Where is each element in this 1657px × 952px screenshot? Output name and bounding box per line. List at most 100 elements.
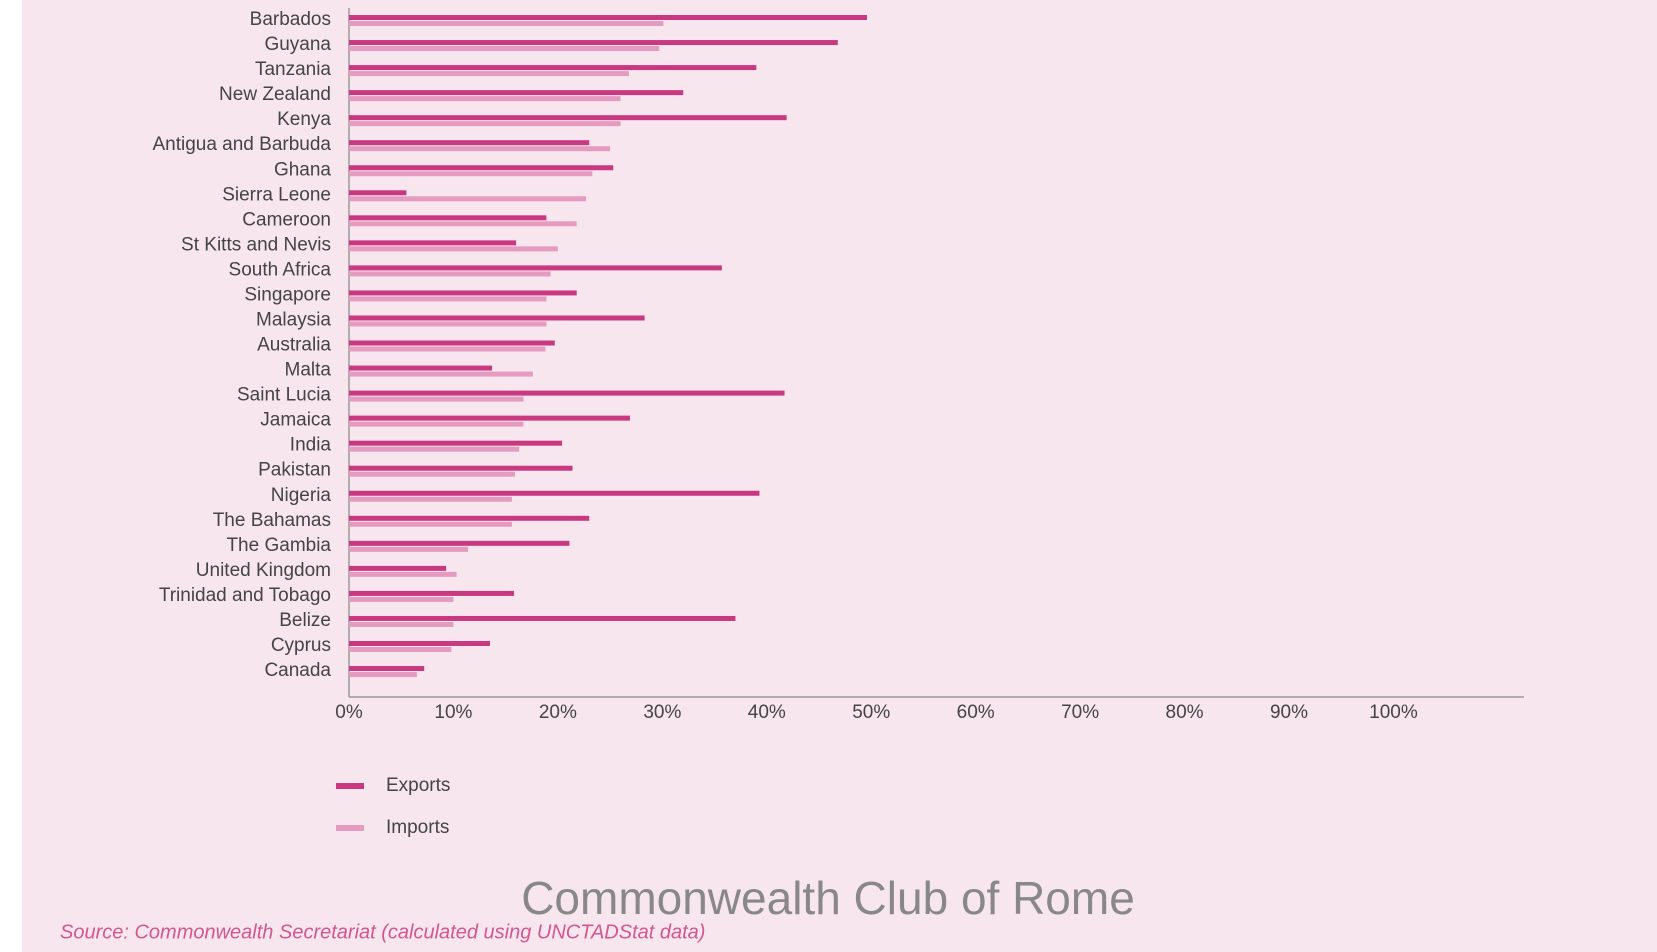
bar — [349, 666, 425, 672]
bar — [349, 340, 555, 346]
legend-label: Exports — [386, 775, 450, 796]
y-tick-label: Trinidad and Tobago — [159, 585, 331, 606]
bar — [349, 90, 684, 96]
bar — [349, 621, 454, 627]
y-tick-label: Pakistan — [258, 460, 331, 481]
bar — [349, 471, 516, 477]
y-tick-label: Sierra Leone — [222, 184, 331, 205]
x-tick-label: 80% — [1166, 702, 1204, 723]
x-tick-label: 10% — [434, 702, 472, 723]
x-tick-label: 50% — [852, 702, 890, 723]
bar — [349, 196, 587, 202]
bar — [349, 246, 558, 252]
y-tick-label: Guyana — [264, 34, 331, 55]
bar — [349, 21, 664, 26]
bar — [349, 221, 577, 227]
y-tick-label: Barbados — [250, 9, 331, 30]
bar — [349, 65, 757, 71]
x-tick-label: 0% — [335, 702, 363, 723]
bar — [349, 215, 547, 221]
bar — [349, 240, 517, 246]
y-tick-label: Nigeria — [271, 485, 332, 506]
bar — [349, 615, 736, 621]
bar — [349, 515, 590, 521]
bar — [349, 290, 577, 296]
y-tick-label: Kenya — [277, 109, 331, 130]
source: Source: Commonwealth Secretariat (calcul… — [60, 921, 705, 943]
bar — [349, 571, 457, 577]
bar — [349, 396, 524, 402]
y-tick-label: Malta — [285, 360, 332, 381]
x-tick-label: 20% — [539, 702, 577, 723]
bar — [349, 46, 660, 52]
bar — [349, 40, 838, 46]
legend-label: Imports — [386, 817, 449, 838]
bar — [349, 165, 614, 171]
bar — [349, 190, 407, 196]
y-tick-label: The Gambia — [226, 535, 331, 556]
legend-swatch — [336, 783, 364, 789]
y-tick-label: Jamaica — [260, 410, 331, 431]
bar — [349, 390, 785, 396]
bar — [349, 496, 512, 502]
y-tick-label: Ghana — [274, 159, 331, 180]
y-tick-label: India — [290, 435, 332, 456]
x-tick-label: 60% — [957, 702, 995, 723]
y-tick-label: Belize — [279, 610, 331, 631]
bar — [349, 265, 722, 271]
bar — [349, 15, 868, 20]
bar — [349, 146, 611, 152]
bar — [349, 672, 417, 678]
bar — [349, 421, 524, 427]
y-tick-label: United Kingdom — [196, 560, 331, 581]
bar — [349, 596, 454, 602]
watermark: Commonwealth Club of Rome — [521, 872, 1135, 924]
y-tick-label: Cameroon — [242, 209, 331, 230]
x-tick-label: 30% — [643, 702, 681, 723]
bar — [349, 465, 573, 471]
bar — [349, 315, 645, 321]
y-tick-label: Cyprus — [271, 635, 331, 656]
bar — [349, 346, 546, 352]
bar — [349, 565, 447, 571]
bar — [349, 490, 760, 496]
y-tick-label: Australia — [257, 335, 331, 356]
legend-swatch — [336, 825, 364, 831]
bar — [349, 140, 590, 146]
y-tick-label: Tanzania — [255, 59, 331, 80]
bar — [349, 171, 593, 177]
bar — [349, 365, 493, 371]
y-tick-label: Singapore — [244, 284, 331, 305]
bar — [349, 115, 787, 121]
bar — [349, 546, 469, 552]
y-tick-label: Canada — [264, 660, 331, 681]
left-strip — [0, 0, 22, 952]
x-tick-label: 90% — [1270, 702, 1308, 723]
bar — [349, 71, 629, 77]
x-tick-label: 40% — [748, 702, 786, 723]
bar — [349, 590, 515, 596]
y-tick-label: New Zealand — [219, 84, 331, 105]
bar — [349, 271, 551, 277]
bar — [349, 440, 563, 446]
bar — [349, 446, 520, 452]
y-tick-label: Antigua and Barbuda — [152, 134, 331, 155]
x-tick-label: 70% — [1061, 702, 1099, 723]
bar — [349, 647, 452, 652]
bar — [349, 521, 512, 527]
y-tick-label: St Kitts and Nevis — [181, 234, 331, 255]
bar — [349, 641, 490, 646]
y-tick-label: Malaysia — [256, 309, 331, 330]
bar — [349, 96, 621, 102]
bar — [349, 296, 547, 302]
y-tick-label: South Africa — [229, 259, 332, 280]
bar — [349, 415, 630, 421]
y-tick-label: The Bahamas — [213, 510, 331, 531]
y-tick-label: Saint Lucia — [237, 385, 331, 406]
bar — [349, 321, 547, 327]
bar — [349, 540, 570, 546]
x-tick-label: 100% — [1369, 702, 1418, 723]
bar — [349, 121, 621, 127]
